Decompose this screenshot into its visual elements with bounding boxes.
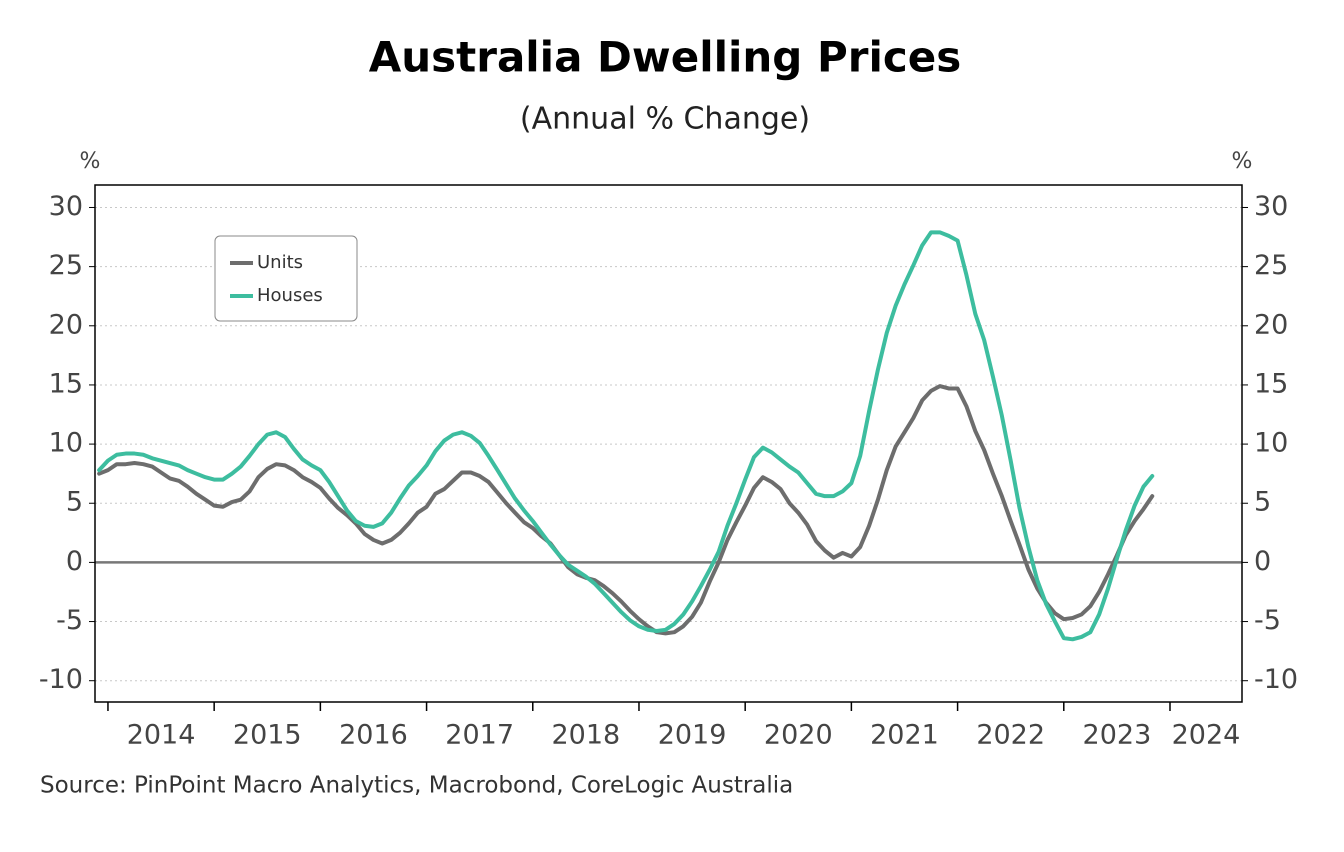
series-line bbox=[97, 384, 1155, 636]
legend-label: Houses bbox=[257, 285, 323, 306]
y-tick-label: 30 bbox=[49, 191, 83, 222]
plot-frame bbox=[94, 184, 1243, 703]
x-tick-label: 2019 bbox=[658, 720, 727, 751]
x-tick-label: 2017 bbox=[445, 720, 514, 751]
chart-subtitle: (Annual % Change) bbox=[520, 102, 810, 137]
y2-tick-label: 20 bbox=[1254, 309, 1288, 340]
x-tick-label: 2024 bbox=[1172, 720, 1241, 751]
legend: Units Houses bbox=[214, 235, 358, 322]
x-tick-label: 2023 bbox=[1083, 720, 1152, 751]
y2-tick-label: 15 bbox=[1254, 368, 1288, 399]
x-tick-label: 2014 bbox=[127, 720, 196, 751]
y2-tick-label: 0 bbox=[1254, 546, 1271, 577]
y-tick-label: 25 bbox=[49, 250, 83, 281]
y-axis-label: % bbox=[80, 149, 101, 174]
y-tick-label: 15 bbox=[49, 368, 83, 399]
x-tick-label: 2022 bbox=[976, 720, 1045, 751]
legend-label: Units bbox=[257, 252, 303, 273]
x-tick-label: 2016 bbox=[339, 720, 408, 751]
y2-tick-label: 25 bbox=[1254, 250, 1288, 281]
source-note: Source: PinPoint Macro Analytics, Macrob… bbox=[40, 773, 793, 799]
y2-tick-label: 30 bbox=[1254, 191, 1288, 222]
x-tick-label: 2020 bbox=[764, 720, 833, 751]
chart-title: Australia Dwelling Prices bbox=[369, 33, 962, 82]
x-tick-label: 2015 bbox=[233, 720, 302, 751]
y2-axis-label: % bbox=[1232, 149, 1253, 174]
x-tick-label: 2021 bbox=[870, 720, 939, 751]
y-tick-label: -5 bbox=[56, 605, 83, 636]
y-tick-label: 0 bbox=[66, 546, 83, 577]
y2-tick-label: 5 bbox=[1254, 487, 1271, 518]
y-tick-label: 5 bbox=[66, 487, 83, 518]
y2-tick-label: -10 bbox=[1254, 664, 1298, 695]
y-tick-label: 10 bbox=[49, 428, 83, 459]
x-tick-label: 2018 bbox=[552, 720, 621, 751]
legend-box bbox=[214, 235, 358, 322]
y-tick-label: -10 bbox=[39, 664, 83, 695]
y2-tick-label: 10 bbox=[1254, 428, 1288, 459]
series-line bbox=[97, 230, 1155, 642]
y-tick-label: 20 bbox=[49, 309, 83, 340]
y2-tick-label: -5 bbox=[1254, 605, 1281, 636]
lines bbox=[97, 230, 1155, 642]
